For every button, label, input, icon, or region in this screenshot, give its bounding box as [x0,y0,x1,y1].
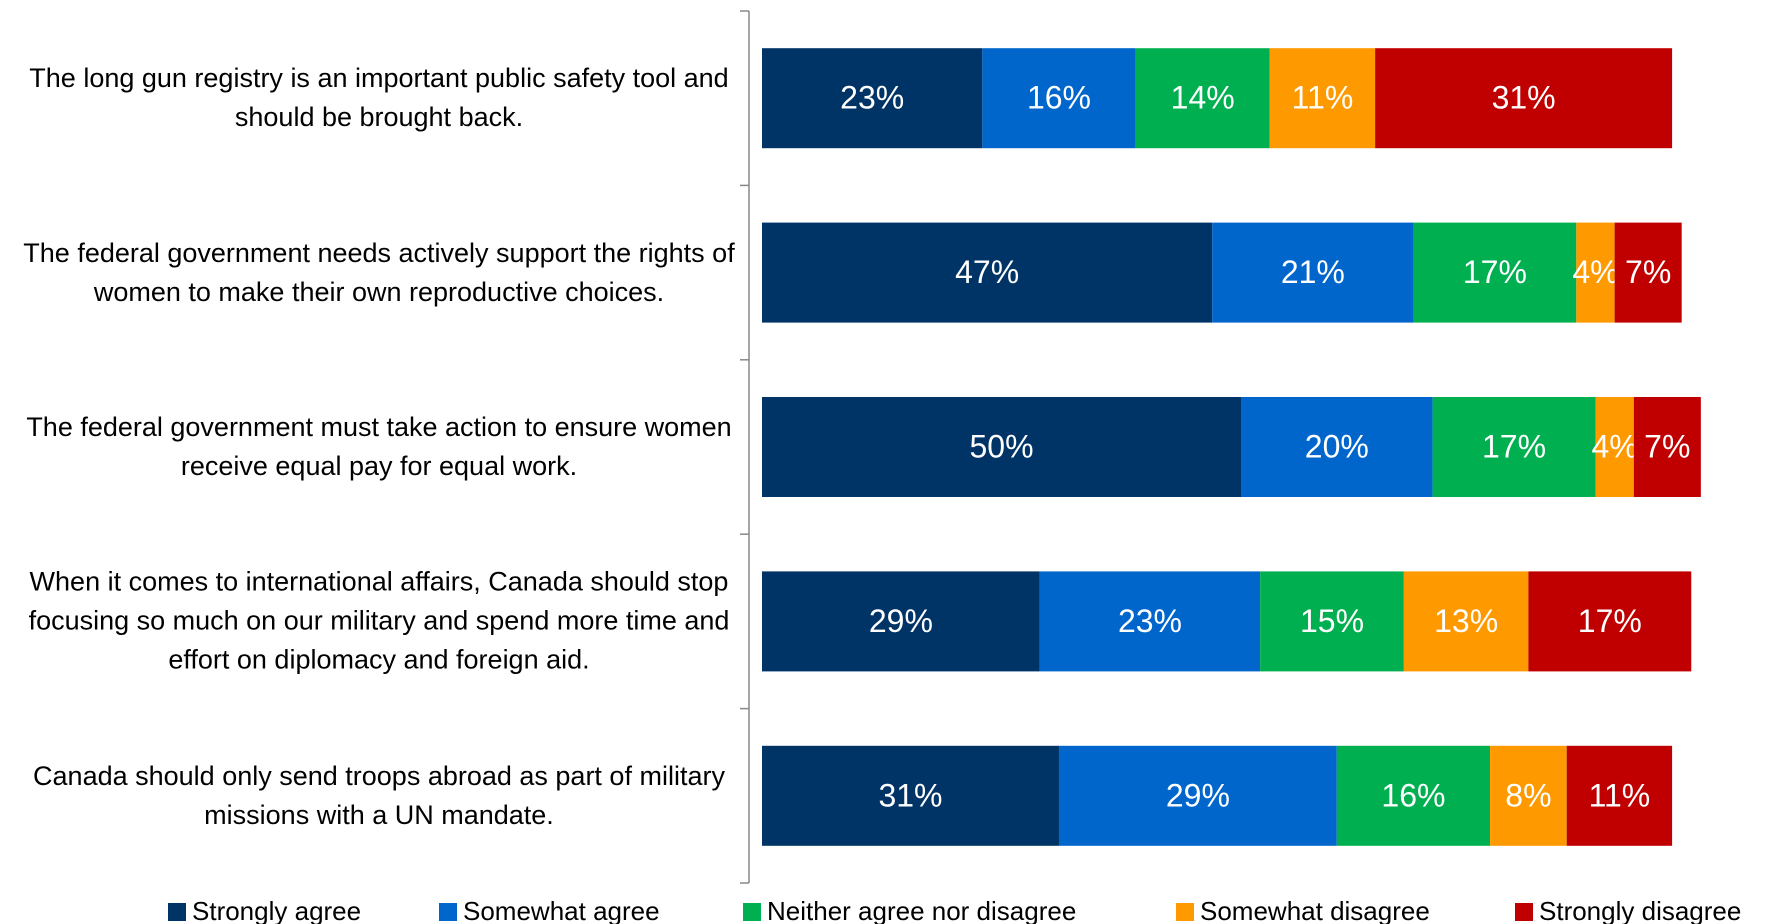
bar-segment [982,48,1136,149]
bar-segment [1260,571,1404,672]
data-label: 8% [1505,777,1551,813]
data-label: 23% [1118,603,1182,639]
legend-label: Somewhat agree [463,896,660,924]
category-label: The federal government must take action … [26,412,732,481]
bar-segment [1375,48,1673,149]
bar-segment [1633,397,1701,497]
legend-swatch [1176,903,1194,921]
bar-segment [1212,222,1414,323]
bar-segment [1490,745,1567,846]
legend-label: Somewhat disagree [1200,896,1430,924]
data-label: 16% [1381,777,1445,813]
data-label: 4% [1572,254,1618,290]
legend-swatch [743,903,761,921]
bar-segment [1403,571,1529,672]
data-label: 7% [1625,254,1671,290]
legend-label: Strongly disagree [1539,896,1741,924]
data-label: 17% [1463,254,1527,290]
data-label: 17% [1578,603,1642,639]
bar-segment [762,745,1059,846]
data-label: 47% [955,254,1019,290]
bar-segment [1566,745,1673,846]
legend-swatch [1515,903,1533,921]
data-label: 23% [840,80,904,116]
data-label: 29% [869,603,933,639]
bar-segment [1432,397,1596,497]
bar-segment [762,397,1241,497]
bar-segment [1576,222,1615,323]
bar-segment [762,571,1040,672]
data-label: 7% [1644,428,1690,464]
data-label: 20% [1305,428,1369,464]
bar-segment [1135,48,1270,149]
legend-label: Neither agree nor disagree [767,896,1076,924]
bar-segment [1039,571,1261,672]
data-label: 17% [1482,428,1546,464]
data-label: 50% [969,428,1033,464]
legend-swatch [168,903,186,921]
data-label: 15% [1300,603,1364,639]
bar-segment [1595,397,1634,497]
bar-segment [1528,571,1692,672]
bar-segment [1614,222,1682,323]
data-label: 21% [1281,254,1345,290]
bar-segment [1241,397,1433,497]
category-label: When it comes to international affairs, … [28,566,730,675]
data-label: 13% [1434,603,1498,639]
bar-segment [762,222,1213,323]
data-label: 14% [1171,80,1235,116]
data-label: 16% [1027,80,1091,116]
category-label: Canada should only send troops abroad as… [33,760,725,830]
category-label: The federal government needs actively su… [23,237,735,307]
data-label: 4% [1591,428,1637,464]
bar-segment [1058,745,1337,846]
bar-segment [1336,745,1491,846]
legend-swatch [439,903,457,921]
bar-segment [1269,48,1376,149]
bar-segment [762,48,983,149]
bar-segment [1413,222,1577,323]
data-label: 31% [1492,80,1556,116]
data-label: 31% [878,777,942,813]
data-label: 11% [1292,80,1354,116]
category-label: The long gun registry is an important pu… [29,63,729,133]
legend-label: Strongly agree [192,896,361,924]
data-label: 29% [1166,777,1230,813]
data-label: 11% [1589,777,1651,813]
